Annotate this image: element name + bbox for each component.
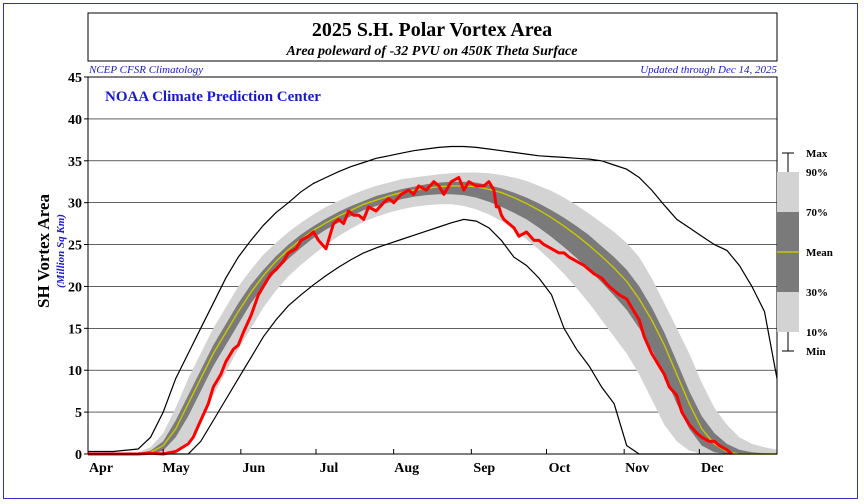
x-tick-label-jul: Jul: [320, 461, 339, 476]
band-30-70-percentile: [88, 181, 777, 454]
source-right: Updated through Dec 14, 2025: [640, 64, 777, 76]
series-2025-line: [88, 176, 733, 456]
y-tick-label-10: 10: [68, 364, 82, 379]
climatology-bands: [88, 172, 777, 454]
y-tick-label-20: 20: [68, 280, 82, 295]
chart-title: 2025 S.H. Polar Vortex Area: [312, 19, 552, 41]
x-tick-label-apr: Apr: [89, 461, 113, 476]
legend: Max 90% 70% Mean 30% 10% Min: [777, 148, 833, 358]
x-tick-label-nov: Nov: [625, 461, 649, 476]
x-tick-label-jun: Jun: [243, 461, 266, 476]
y-tick-label-35: 35: [68, 155, 82, 170]
y-tick-label-30: 30: [68, 197, 82, 212]
chart-subtitle: Area poleward of -32 PVU on 450K Theta S…: [286, 44, 578, 59]
y-tick-label-5: 5: [75, 406, 82, 421]
legend-label-0: Max: [806, 148, 828, 160]
legend-label-2: 70%: [806, 207, 828, 219]
x-axis-ticks: Apr May Jun Jul Aug Sep Oct Nov Dec: [89, 449, 724, 476]
legend-label-1: 90%: [806, 167, 828, 179]
cpc-annotation: NOAA Climate Prediction Center: [105, 89, 321, 105]
max-line: [88, 145, 778, 453]
y-tick-label-45: 45: [68, 71, 82, 86]
x-tick-label-may: May: [163, 461, 190, 476]
mean-line: [88, 185, 777, 455]
x-tick-label-sep: Sep: [473, 461, 495, 476]
y-axis-ticks: 0 5 10 15 20 25 30 35 40 45: [68, 71, 88, 463]
x-tick-label-aug: Aug: [394, 461, 419, 476]
y-axis-units: (Million Sq Km): [55, 214, 67, 288]
band-10-90-percentile: [88, 172, 777, 454]
y-axis-label: SH Vortex Area: [34, 194, 53, 308]
legend-label-5: 10%: [806, 327, 828, 339]
y-tick-label-15: 15: [68, 322, 82, 337]
legend-label-3: Mean: [806, 247, 833, 259]
y-tick-label-0: 0: [75, 448, 82, 463]
title-box: [87, 12, 778, 62]
x-tick-label-dec: Dec: [701, 461, 724, 476]
y-tick-label-40: 40: [68, 113, 82, 128]
source-left: NCEP CFSR Climatology: [88, 64, 203, 76]
series-lines: [88, 145, 778, 456]
x-tick-label-oct: Oct: [549, 461, 571, 476]
legend-label-4: 30%: [806, 287, 828, 299]
y-tick-label-25: 25: [68, 239, 82, 254]
legend-label-6: Min: [806, 346, 826, 358]
